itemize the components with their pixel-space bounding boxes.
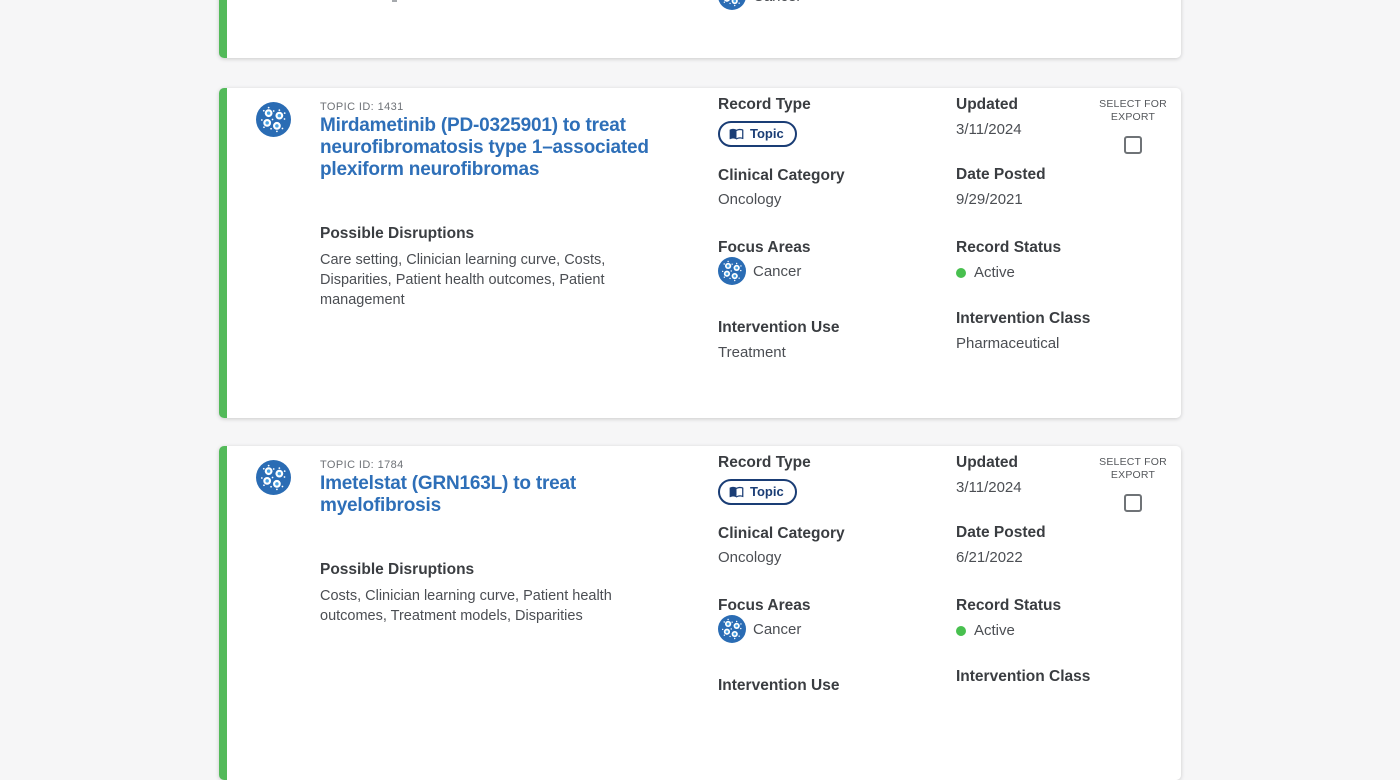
status-active-dot	[956, 625, 966, 636]
card-body: TOPIC ID: 1784 Imetelstat (GRN163L) to t…	[227, 446, 1181, 780]
record-status-value: Active	[974, 264, 1015, 281]
topic-title-link[interactable]: Mirdametinib (PD-0325901) to treat neuro…	[320, 115, 649, 180]
focus-area-value: Cancer	[753, 0, 801, 5]
possible-disruptions-heading: Possible Disruptions	[320, 225, 475, 242]
export-column: SELECT FOR EXPORT	[1097, 456, 1169, 512]
date-posted-value: 6/21/2022	[956, 549, 1023, 566]
record-type-heading: Record Type	[718, 96, 811, 113]
focus-area-value: Cancer	[753, 262, 802, 280]
record-status-heading: Record Status	[956, 239, 1062, 256]
select-for-export-label: SELECT FOR EXPORT	[1099, 98, 1167, 123]
record-type-heading: Record Type	[718, 454, 811, 471]
date-posted-heading: Date Posted	[956, 166, 1046, 183]
clinical-category-heading: Clinical Category	[718, 167, 845, 184]
topic-title-link[interactable]: Imetelstat (GRN163L) to treat myelofibro…	[320, 473, 577, 516]
focus-area-value: Cancer	[753, 620, 802, 638]
cancer-cells-icon	[718, 615, 746, 643]
possible-disruptions-value: Costs, Clinician learning curve, Patient…	[320, 588, 612, 624]
card-accent-bar	[219, 0, 227, 58]
focus-area-row: Cancer	[718, 0, 801, 10]
record-status-value: Active	[974, 622, 1015, 639]
updated-value: 3/11/2024	[956, 121, 1022, 138]
focus-area-row: Cancer	[718, 615, 801, 643]
export-column: SELECT FOR EXPORT	[1097, 98, 1169, 154]
focus-areas-heading: Focus Areas	[718, 597, 811, 614]
book-icon	[729, 484, 744, 499]
status-active-dot	[956, 267, 966, 278]
record-status-heading: Record Status	[956, 597, 1062, 614]
record-status-row: Active	[956, 264, 1015, 281]
intervention-class-value: Pharmaceutical	[956, 335, 1060, 352]
topic-card-partial: Cancer	[219, 0, 1181, 58]
intervention-use-heading: Intervention Use	[718, 319, 840, 336]
export-checkbox[interactable]	[1124, 494, 1142, 512]
topic-id: TOPIC ID: 1431	[320, 101, 404, 113]
record-type-badge-label: Topic	[750, 126, 784, 141]
possible-disruptions-heading: Possible Disruptions	[320, 561, 475, 578]
possible-disruptions-value: Care setting, Clinician learning curve, …	[320, 252, 606, 308]
cancer-cells-icon	[256, 460, 291, 495]
date-posted-value: 9/29/2021	[956, 191, 1023, 208]
topic-id: TOPIC ID: 1784	[320, 459, 404, 471]
select-for-export-label: SELECT FOR EXPORT	[1099, 456, 1167, 481]
clipped-text-fragment	[392, 0, 397, 2]
updated-heading: Updated	[956, 96, 1018, 113]
clinical-category-value: Oncology	[718, 549, 782, 566]
intervention-class-heading: Intervention Class	[956, 668, 1091, 685]
card-body: Cancer	[227, 0, 1181, 58]
card-accent-bar	[219, 88, 227, 418]
card-body: TOPIC ID: 1431 Mirdametinib (PD-0325901)…	[227, 88, 1181, 418]
record-type-badge: Topic	[718, 121, 797, 147]
intervention-use-heading: Intervention Use	[718, 677, 840, 694]
book-icon	[729, 126, 744, 141]
updated-heading: Updated	[956, 454, 1018, 471]
cancer-cells-icon	[718, 0, 746, 10]
clinical-category-heading: Clinical Category	[718, 525, 845, 542]
focus-areas-heading: Focus Areas	[718, 239, 811, 256]
clinical-category-value: Oncology	[718, 191, 782, 208]
intervention-class-heading: Intervention Class	[956, 310, 1091, 327]
focus-area-row: Cancer	[718, 257, 801, 285]
topic-card: TOPIC ID: 1431 Mirdametinib (PD-0325901)…	[219, 88, 1181, 418]
intervention-use-value: Treatment	[718, 344, 786, 361]
cancer-cells-icon	[256, 102, 291, 137]
date-posted-heading: Date Posted	[956, 524, 1046, 541]
export-checkbox[interactable]	[1124, 136, 1142, 154]
record-status-row: Active	[956, 622, 1015, 639]
record-type-badge: Topic	[718, 479, 797, 505]
card-main-column: TOPIC ID: 1431 Mirdametinib (PD-0325901)…	[320, 101, 652, 310]
topic-card: TOPIC ID: 1784 Imetelstat (GRN163L) to t…	[219, 446, 1181, 780]
cancer-cells-icon	[718, 257, 746, 285]
card-accent-bar	[219, 446, 227, 780]
record-type-badge-label: Topic	[750, 484, 784, 499]
card-main-column: TOPIC ID: 1784 Imetelstat (GRN163L) to t…	[320, 459, 652, 626]
updated-value: 3/11/2024	[956, 479, 1022, 496]
